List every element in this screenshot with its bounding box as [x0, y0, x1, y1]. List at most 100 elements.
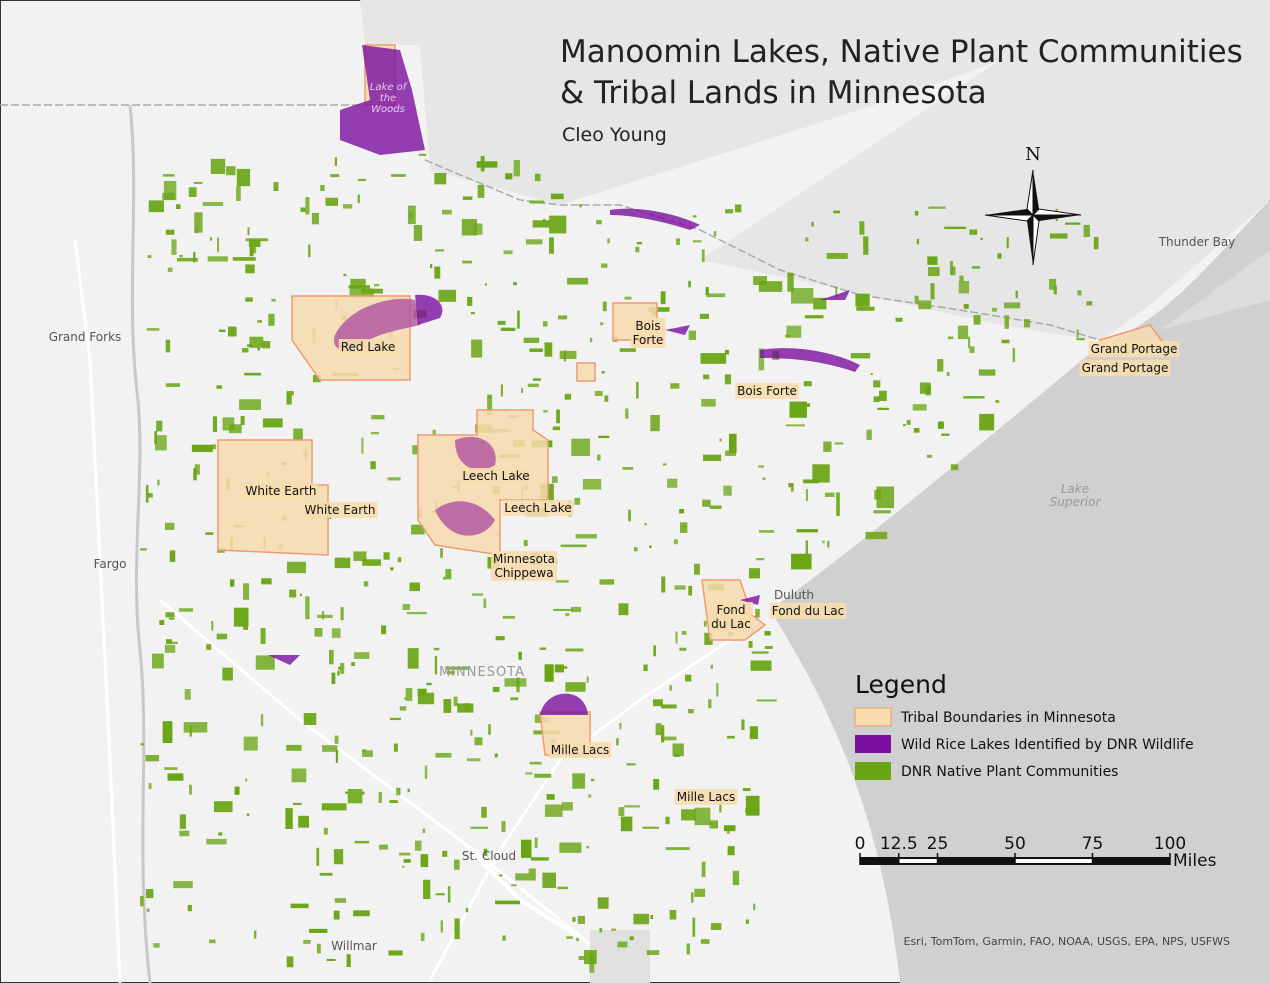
- plant-patch: [343, 273, 347, 277]
- plant-patch: [399, 852, 411, 856]
- place-label-line: St. Cloud: [462, 849, 516, 863]
- tribal-label: Grand Portage: [1079, 360, 1171, 376]
- plant-patch: [706, 293, 726, 298]
- plant-patch: [189, 725, 193, 737]
- plant-patch: [422, 828, 426, 833]
- plant-patch: [1076, 338, 1085, 341]
- plant-patch: [371, 415, 385, 420]
- plant-patch: [381, 625, 387, 635]
- plant-patch: [937, 359, 944, 372]
- plant-patch: [719, 800, 722, 813]
- tribal-label: Fond du Lac: [709, 602, 753, 632]
- plant-patch: [963, 396, 985, 399]
- plant-patch: [210, 158, 226, 174]
- plant-patch: [750, 660, 772, 671]
- plant-patch: [873, 396, 880, 403]
- plant-patch: [407, 205, 416, 225]
- plant-patch: [700, 353, 727, 364]
- plant-patch: [694, 807, 711, 826]
- plant-patch: [597, 897, 609, 909]
- plant-patch: [351, 662, 355, 667]
- plant-patch: [308, 244, 311, 258]
- plant-patch: [206, 644, 212, 650]
- tribal-label-text: Mille Lacs: [677, 790, 735, 804]
- plant-patch: [701, 398, 716, 407]
- plant-patch: [440, 548, 443, 558]
- plant-patch: [420, 854, 429, 868]
- plant-patch: [403, 859, 411, 863]
- tribal-label: Fond du Lac: [769, 603, 847, 619]
- plant-patch: [703, 374, 710, 380]
- plant-patch: [586, 845, 589, 849]
- place-label-line: Fargo: [94, 557, 127, 571]
- plant-patch: [406, 611, 427, 615]
- plant-patch: [589, 337, 593, 343]
- plant-patch: [927, 256, 938, 265]
- plant-patch: [653, 778, 660, 790]
- plant-patch: [488, 724, 491, 735]
- plant-patch: [1012, 347, 1016, 363]
- plant-patch: [462, 260, 472, 264]
- plant-patch: [262, 340, 271, 349]
- tribal-label-bg: [709, 602, 753, 632]
- plant-patch: [629, 936, 634, 941]
- plant-patch: [476, 161, 498, 168]
- tribal-label-line: Grand Portage: [1091, 342, 1178, 356]
- plant-patch: [316, 943, 321, 954]
- plant-patch: [597, 454, 601, 461]
- plant-patch: [305, 197, 310, 215]
- tribal-label-line: du Lac: [711, 617, 751, 631]
- plant-patch: [670, 383, 680, 389]
- plant-patch: [813, 297, 827, 310]
- plant-patch: [906, 419, 911, 425]
- plant-patch: [679, 522, 688, 533]
- plant-patch: [701, 861, 706, 878]
- plant-patch: [926, 454, 933, 458]
- plant-patch: [326, 958, 336, 961]
- tribal-label-line: Mille Lacs: [551, 743, 609, 757]
- plant-patch: [636, 241, 643, 245]
- plant-patch: [518, 651, 522, 660]
- plant-patch: [299, 593, 302, 597]
- plant-patch: [957, 325, 969, 340]
- plant-patch: [741, 719, 745, 731]
- plant-patch: [1004, 302, 1021, 309]
- plant-patch: [607, 238, 610, 244]
- plant-patch: [242, 348, 249, 353]
- place-label-line: Lake: [1061, 482, 1089, 496]
- plant-patch: [650, 414, 660, 432]
- plant-patch: [442, 209, 452, 215]
- plant-patch: [503, 250, 513, 255]
- plant-patch: [466, 758, 481, 762]
- plant-patch: [226, 166, 236, 176]
- tribal-label: Grand Portage: [1088, 341, 1180, 357]
- plant-patch: [572, 917, 576, 922]
- plant-patch: [165, 383, 181, 387]
- plant-patch: [474, 737, 483, 746]
- plant-patch: [674, 585, 686, 590]
- plant-patch: [354, 652, 370, 659]
- plant-patch: [973, 315, 981, 325]
- plant-patch: [222, 417, 235, 431]
- plant-patch: [709, 820, 719, 829]
- plant-patch: [685, 674, 692, 682]
- plant-patch: [616, 738, 619, 746]
- plant-patch: [542, 321, 548, 327]
- plant-patch: [481, 806, 487, 818]
- plant-patch: [667, 478, 678, 488]
- plant-patch: [835, 286, 838, 298]
- plant-patch: [969, 346, 975, 353]
- plant-patch: [440, 920, 443, 933]
- plant-patch: [804, 315, 824, 319]
- plant-patch: [758, 465, 764, 468]
- place-label: MINNESOTA: [439, 665, 525, 680]
- plant-patch: [758, 281, 783, 292]
- plant-patch: [154, 435, 167, 451]
- plant-patch: [789, 401, 807, 418]
- tribal-label-line: Grand Portage: [1082, 361, 1169, 375]
- plant-patch: [169, 550, 176, 562]
- plant-patch: [826, 252, 848, 259]
- tribal-label-text: Bois Forte: [737, 384, 797, 398]
- plant-patch: [788, 483, 794, 488]
- plant-patch: [834, 442, 844, 445]
